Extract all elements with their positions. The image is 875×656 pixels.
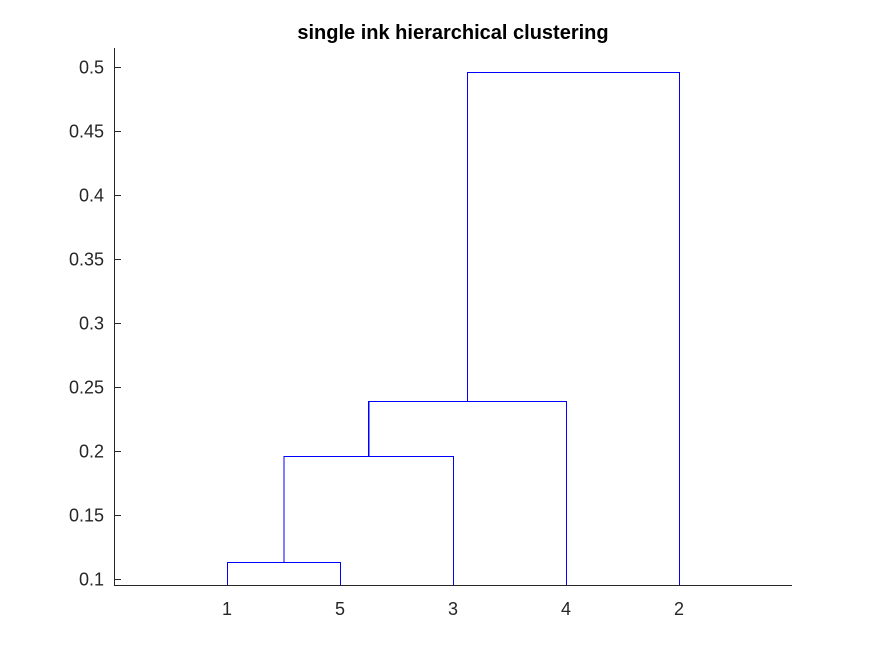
chart-title: single ink hierarchical clustering [297,22,608,44]
dendrogram-link [368,400,568,585]
y-tick-label: 0.25 [69,378,104,398]
y-tick-label: 0.35 [69,250,104,270]
x-tick-label: 3 [448,599,458,619]
x-tick-label: 4 [561,599,571,619]
y-tick-label: 0.3 [79,314,104,334]
y-tick-label: 0.45 [69,122,104,142]
dendrogram-links [226,71,681,585]
dendrogram-link [283,455,455,585]
y-tick-label: 0.4 [79,186,104,206]
y-tick-label: 0.1 [79,570,104,590]
y-tick-label: 0.2 [79,442,104,462]
y-tick-label: 0.5 [79,58,104,78]
dendrogram-link [467,71,681,585]
y-tick-label: 0.15 [69,506,104,526]
x-tick-label: 1 [222,599,232,619]
y-ticks: 0.1 0.15 0.2 0.25 0.3 0.35 0.4 0.45 0.5 [69,58,121,590]
x-tick-label: 2 [674,599,684,619]
dendrogram-link [226,561,342,585]
x-tick-label: 5 [335,599,345,619]
axes [114,48,792,586]
